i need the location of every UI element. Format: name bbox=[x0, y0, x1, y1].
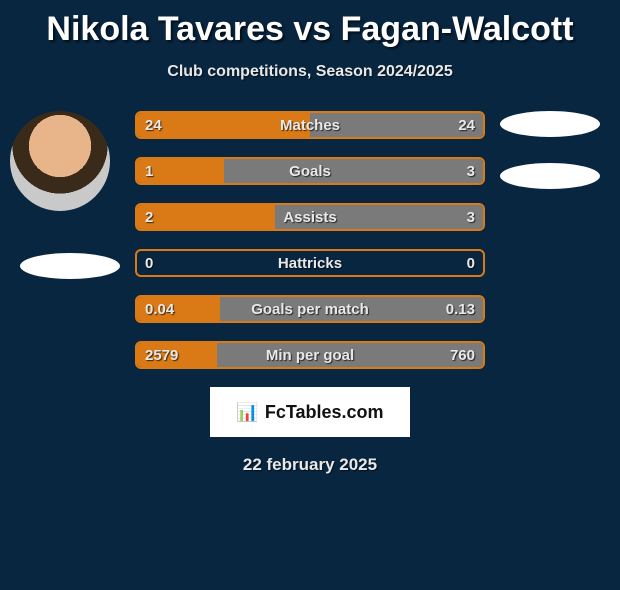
stat-label: Assists bbox=[137, 205, 483, 229]
page-subtitle: Club competitions, Season 2024/2025 bbox=[0, 63, 620, 81]
stat-bar: 0.040.13Goals per match bbox=[135, 295, 485, 323]
page-title: Nikola Tavares vs Fagan-Walcott bbox=[0, 10, 620, 49]
avatar-placeholder bbox=[10, 111, 110, 211]
player2-avatar-placeholder bbox=[500, 111, 600, 137]
stat-bars: 2424Matches 13Goals 23Assists 00Hattricks 0.… bbox=[135, 111, 485, 369]
chart-icon: 📊 bbox=[236, 402, 258, 423]
stat-bar: 13Goals bbox=[135, 157, 485, 185]
stat-bar: 00Hattricks bbox=[135, 249, 485, 277]
stat-label: Matches bbox=[137, 113, 483, 137]
player1-avatar bbox=[10, 111, 110, 211]
stat-label: Goals bbox=[137, 159, 483, 183]
source-label: FcTables.com bbox=[265, 402, 384, 423]
stat-label: Goals per match bbox=[137, 297, 483, 321]
source-badge: 📊 FcTables.com bbox=[210, 387, 410, 437]
player1-avatar-placeholder bbox=[20, 253, 120, 279]
player2-avatar-placeholder bbox=[500, 163, 600, 189]
stat-bar: 2424Matches bbox=[135, 111, 485, 139]
stat-label: Min per goal bbox=[137, 343, 483, 367]
date-label: 22 february 2025 bbox=[0, 455, 620, 475]
stat-bar: 23Assists bbox=[135, 203, 485, 231]
stat-bar: 2579760Min per goal bbox=[135, 341, 485, 369]
comparison-panel: 2424Matches 13Goals 23Assists 00Hattricks 0.… bbox=[0, 111, 620, 475]
stat-label: Hattricks bbox=[137, 251, 483, 275]
